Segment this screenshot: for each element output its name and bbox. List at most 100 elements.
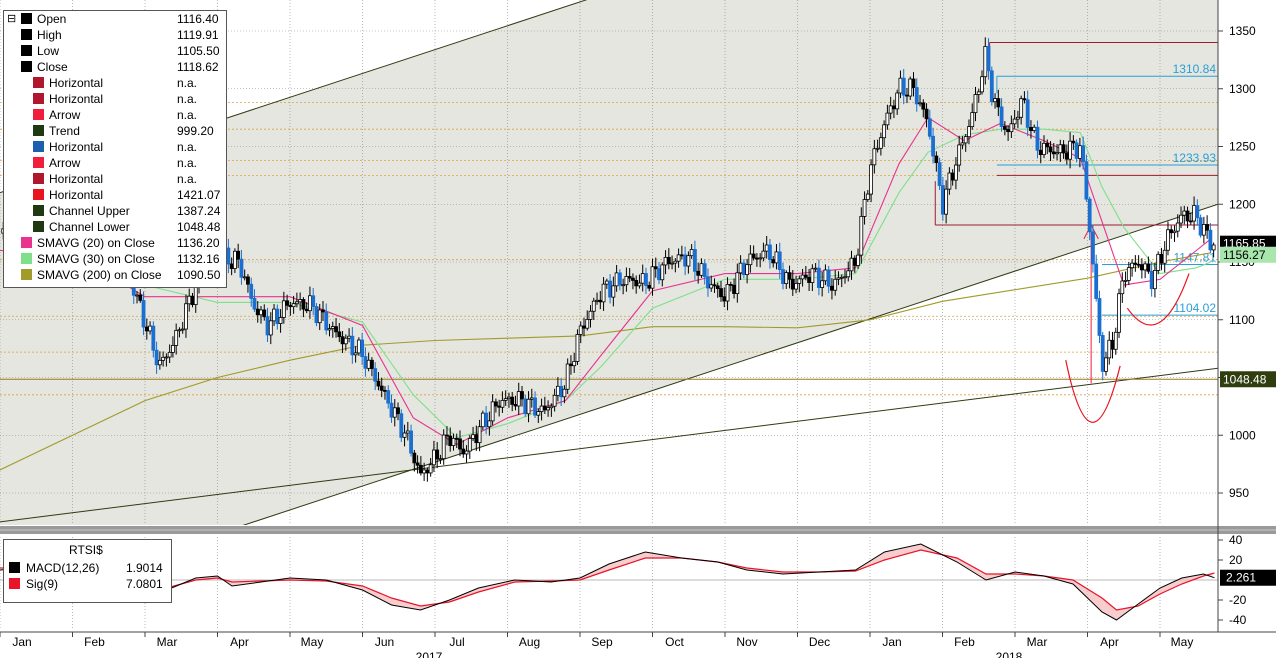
candle-body [761, 250, 766, 259]
candle-body [1211, 244, 1216, 251]
legend-value: 1090.50 [177, 268, 221, 282]
candle-body [471, 434, 475, 439]
candle-body [1126, 267, 1131, 281]
candle-body [467, 438, 472, 452]
x-tick-label: Dec [809, 635, 830, 649]
candle-body [679, 254, 684, 257]
candle-body [872, 148, 877, 166]
candle-body [878, 137, 883, 149]
legend-row: Arrow n.a. [4, 107, 226, 123]
legend-label: Low [37, 44, 60, 58]
legend-swatch [9, 578, 20, 589]
trend-line [0, 367, 1218, 523]
candle-body [265, 316, 270, 336]
candle-body [337, 331, 342, 338]
legend-label: Horizontal [49, 140, 104, 154]
candle-body [807, 276, 811, 283]
candle-body [1104, 357, 1108, 372]
candle-body [190, 295, 195, 305]
candle-body [755, 257, 759, 260]
legend-row: Horizontal 1421.07 [4, 187, 226, 203]
candle-body [1074, 142, 1079, 159]
x-tick-label: Mar [157, 635, 178, 649]
candle-body [591, 300, 596, 312]
candle-body [735, 272, 740, 294]
candle-body [396, 407, 400, 415]
candle-body [389, 402, 394, 418]
legend-label: Close [37, 60, 68, 74]
legend-row: Channel Upper 1387.24 [4, 203, 226, 219]
candle-body [347, 335, 351, 339]
candle-body [148, 325, 152, 332]
candle-body [657, 268, 661, 281]
candle-body [758, 257, 763, 260]
candle-body [412, 452, 417, 464]
candle-body [686, 255, 691, 267]
candle-body [702, 263, 707, 278]
legend-value: 1119.91 [177, 28, 219, 42]
candle-body [644, 273, 648, 286]
legend-swatch [21, 253, 32, 264]
legend-row: Low 1105.50 [4, 43, 226, 59]
candle-body [180, 328, 185, 331]
candle-body [865, 193, 870, 200]
candle-body [376, 380, 381, 387]
candle-body [458, 438, 462, 450]
candle-body [301, 299, 306, 310]
candle-body [976, 91, 981, 95]
candle-body [569, 363, 573, 367]
candle-body [435, 449, 440, 460]
candle-body [500, 400, 505, 408]
candle-body [624, 276, 629, 286]
candle-body [141, 300, 146, 328]
legend-row: SMAVG (20) on Close 1136.20 [4, 235, 226, 251]
candle-body [360, 339, 365, 357]
candle-body [174, 330, 179, 346]
level-label: 1104.02 [1174, 301, 1217, 315]
candle-body [523, 398, 528, 415]
candle-body [856, 254, 860, 266]
candle-body [330, 326, 335, 329]
x-tick-label: Jan [882, 635, 901, 649]
candle-body [350, 335, 355, 356]
legend-row: Horizontal n.a. [4, 139, 226, 155]
candle-body [637, 282, 642, 287]
candle-body [353, 352, 358, 356]
collapse-icon[interactable]: ⊟ [7, 13, 17, 25]
legend-swatch [21, 61, 32, 72]
candle-body [940, 185, 945, 215]
candle-body [291, 303, 296, 308]
candle-body [572, 361, 577, 367]
candle-body [627, 276, 632, 279]
candle-body [493, 401, 498, 407]
macd-legend-row: Sig(9) 7.0801 [4, 576, 171, 592]
candle-body [640, 273, 645, 284]
candle-body [1208, 229, 1213, 251]
candle-body [1143, 263, 1148, 271]
legend-row: ⊟ Open 1116.40 [4, 11, 226, 27]
candle-body [1009, 123, 1014, 133]
candle-body [1042, 142, 1046, 155]
candle-body [1081, 145, 1086, 163]
candle-body [516, 391, 521, 407]
macd-legend-row: MACD(12,26) 1.9014 [4, 560, 171, 576]
candle-body [1094, 263, 1099, 299]
candle-body [555, 385, 560, 396]
candle-body [171, 345, 175, 353]
legend-value: 999.20 [177, 124, 214, 138]
x-tick-label: Apr [1100, 635, 1119, 649]
x-tick-label: Jun [375, 635, 394, 649]
candle-body [823, 269, 828, 282]
candle-body [869, 164, 873, 195]
candle-body [451, 437, 456, 446]
candle-body [787, 272, 792, 280]
candle-body [366, 359, 371, 369]
candle-body [1175, 222, 1180, 232]
candle-body [304, 308, 309, 312]
candle-body [1087, 198, 1092, 233]
candle-body [246, 276, 250, 285]
candle-body [738, 262, 743, 274]
candle-body [324, 311, 329, 331]
candle-body [892, 105, 896, 110]
